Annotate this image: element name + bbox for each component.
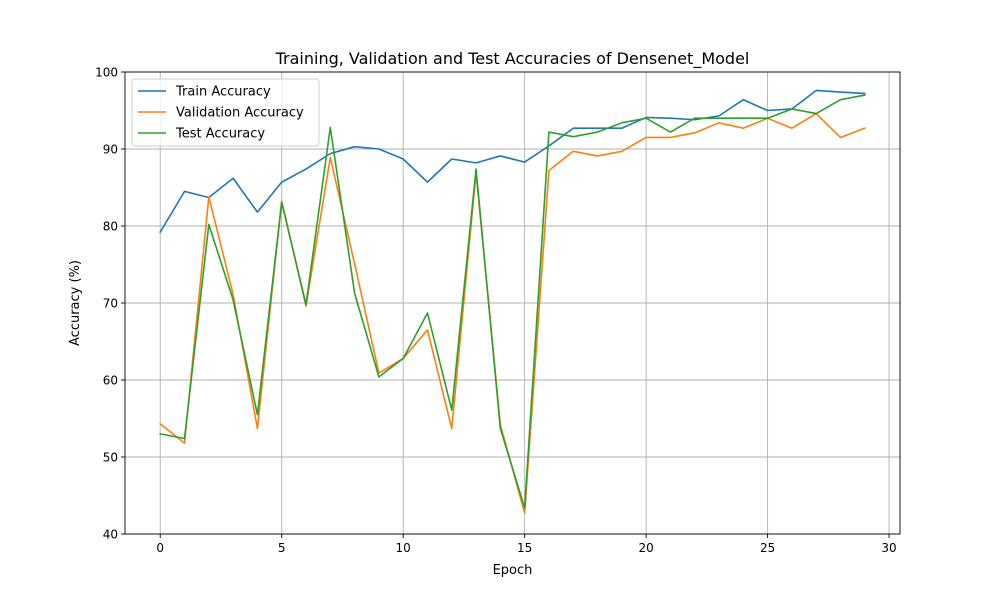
series-lines bbox=[159, 89, 866, 515]
legend-label-train-accuracy: Train Accuracy bbox=[175, 85, 271, 100]
legend-label-test-accuracy: Test Accuracy bbox=[175, 127, 265, 142]
legend-box bbox=[131, 78, 320, 147]
y-tick-label: 80 bbox=[103, 220, 118, 234]
legend: Train Accuracy Validation Accuracy Test Ac… bbox=[131, 78, 320, 147]
y-tick-label: 90 bbox=[103, 143, 118, 157]
x-tick-label: 0 bbox=[156, 541, 164, 555]
y-tick-label: 100 bbox=[95, 66, 118, 80]
chart-title: Training, Validation and Test Accuracies… bbox=[275, 49, 750, 69]
x-tick-label: 5 bbox=[278, 541, 286, 555]
x-axis-label: Epoch bbox=[493, 563, 533, 578]
x-tick-label: 30 bbox=[881, 541, 896, 555]
series-line-validation-accuracy bbox=[159, 112, 866, 515]
y-tick-label: 50 bbox=[103, 451, 118, 465]
axis-ticks: 0 5 10 15 20 25 30 40 50 60 70 80 90 100 bbox=[95, 66, 897, 556]
x-tick-label: 25 bbox=[760, 541, 775, 555]
x-tick-label: 15 bbox=[517, 541, 532, 555]
x-tick-label: 20 bbox=[638, 541, 653, 555]
y-axis-label: Accuracy (%) bbox=[68, 260, 83, 346]
y-tick-label: 60 bbox=[103, 374, 118, 388]
x-tick-label: 10 bbox=[396, 541, 411, 555]
series-line-test-accuracy bbox=[159, 94, 866, 509]
y-tick-label: 40 bbox=[103, 528, 118, 542]
series-line-train-accuracy bbox=[159, 89, 866, 234]
legend-label-validation-accuracy: Validation Accuracy bbox=[176, 106, 304, 121]
y-tick-label: 70 bbox=[103, 297, 118, 311]
